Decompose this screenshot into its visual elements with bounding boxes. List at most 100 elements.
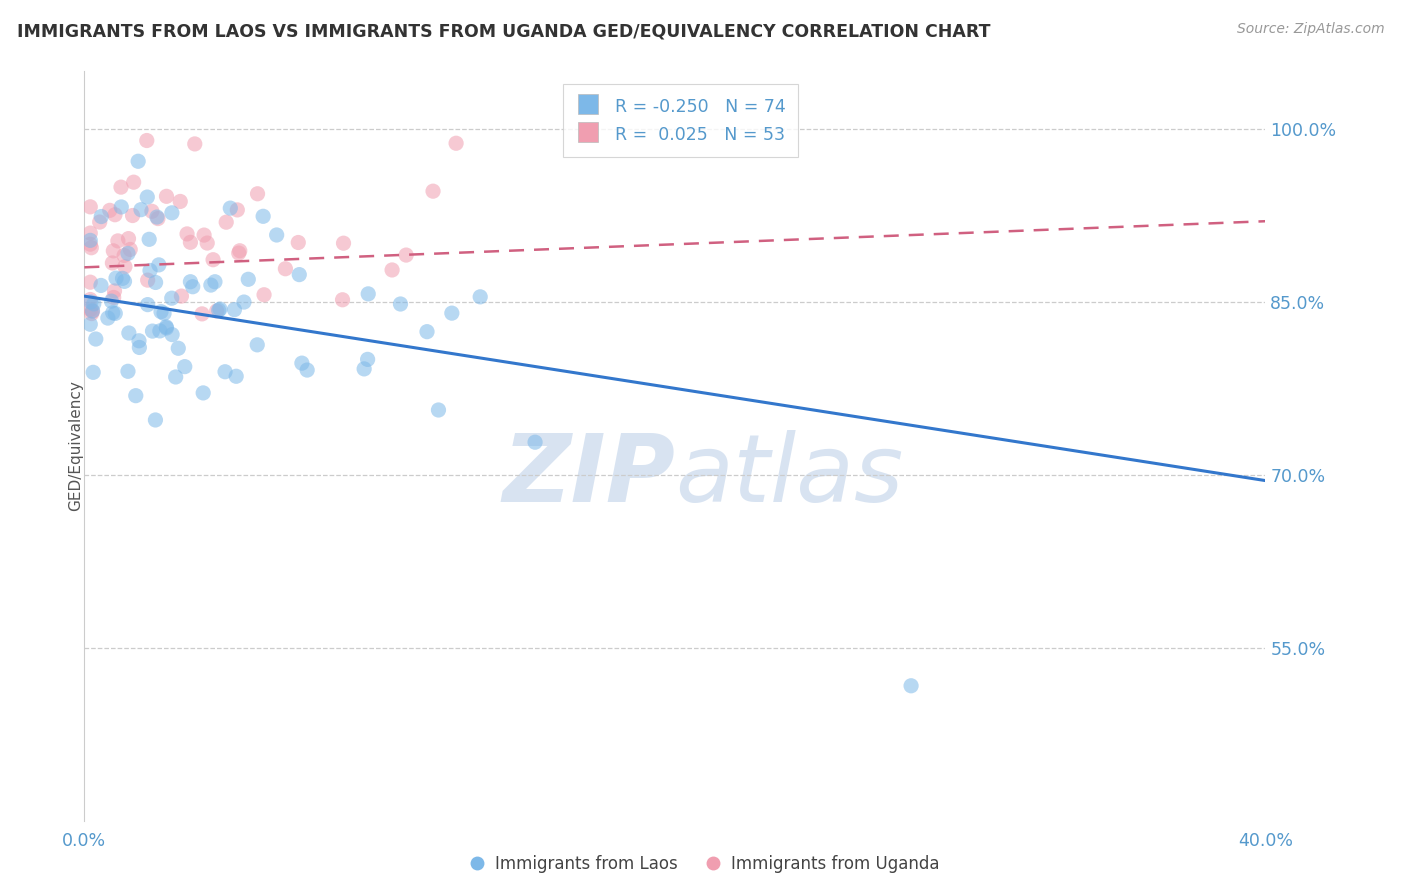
Point	[82, 304, 104, 318]
Point	[205, 304, 228, 318]
Point	[103, 244, 125, 258]
Point	[357, 286, 380, 301]
Point	[155, 319, 177, 334]
Point	[122, 175, 145, 189]
Point	[184, 136, 207, 151]
Point	[79, 293, 101, 307]
Point	[193, 228, 215, 243]
Point	[160, 206, 183, 220]
Point	[128, 341, 150, 355]
Point	[139, 263, 162, 277]
Point	[82, 304, 104, 318]
Point	[524, 435, 547, 450]
Point	[136, 298, 159, 312]
Point	[110, 200, 132, 214]
Point	[84, 332, 107, 346]
Point	[90, 278, 112, 293]
Point	[202, 252, 225, 267]
Point	[103, 284, 125, 298]
Point	[98, 203, 121, 218]
Point	[141, 204, 163, 219]
Point	[176, 227, 198, 241]
Point	[79, 237, 101, 252]
Point	[146, 210, 169, 224]
Point	[173, 359, 195, 374]
Point	[219, 201, 242, 215]
Point	[90, 210, 112, 224]
Point	[97, 311, 120, 326]
Point	[117, 364, 139, 378]
Point	[103, 290, 125, 304]
Legend: R = -0.250   N = 74, R =  0.025   N = 53: R = -0.250 N = 74, R = 0.025 N = 53	[564, 84, 799, 157]
Point	[195, 235, 218, 250]
Point	[138, 232, 160, 246]
Point	[253, 287, 276, 301]
Point	[395, 248, 418, 262]
Point	[155, 321, 177, 335]
Point	[135, 134, 157, 148]
Point	[101, 306, 124, 320]
Point	[80, 241, 103, 255]
Point	[224, 302, 246, 317]
Point	[121, 209, 143, 223]
Point	[79, 233, 101, 247]
Point	[89, 215, 111, 229]
Point	[125, 389, 148, 403]
Point	[181, 279, 204, 293]
Point	[238, 272, 260, 286]
Point	[215, 215, 238, 229]
Point	[146, 211, 169, 226]
Point	[233, 295, 256, 310]
Point	[422, 184, 444, 198]
Point	[229, 244, 252, 258]
Point	[356, 352, 378, 367]
Point	[104, 208, 127, 222]
Text: IMMIGRANTS FROM LAOS VS IMMIGRANTS FROM UGANDA GED/EQUIVALENCY CORRELATION CHART: IMMIGRANTS FROM LAOS VS IMMIGRANTS FROM …	[17, 22, 990, 40]
Point	[82, 365, 104, 379]
Point	[389, 297, 412, 311]
Point	[191, 307, 214, 321]
Point	[274, 261, 297, 276]
Text: Source: ZipAtlas.com: Source: ZipAtlas.com	[1237, 22, 1385, 37]
Point	[179, 235, 201, 250]
Point	[129, 202, 152, 217]
Point	[295, 363, 318, 377]
Point	[332, 236, 354, 251]
Point	[225, 369, 247, 384]
Point	[80, 307, 103, 321]
Point	[145, 276, 167, 290]
Point	[79, 200, 101, 214]
Point	[79, 302, 101, 317]
Point	[165, 370, 187, 384]
Point	[118, 326, 141, 340]
Point	[155, 189, 177, 203]
Point	[79, 226, 101, 240]
Point	[120, 243, 142, 257]
Text: ZIP: ZIP	[502, 430, 675, 522]
Point	[149, 324, 172, 338]
Point	[105, 271, 128, 285]
Point	[208, 301, 231, 316]
Point	[470, 290, 492, 304]
Point	[101, 256, 124, 270]
Point	[117, 246, 139, 260]
Point	[332, 293, 354, 307]
Point	[110, 180, 132, 194]
Point	[136, 273, 159, 287]
Point	[444, 136, 467, 151]
Point	[170, 289, 193, 303]
Point	[353, 362, 375, 376]
Point	[80, 295, 103, 310]
Y-axis label: GED/Equivalency: GED/Equivalency	[69, 381, 83, 511]
Point	[127, 154, 149, 169]
Point	[128, 334, 150, 348]
Point	[226, 202, 249, 217]
Point	[381, 263, 404, 277]
Legend: Immigrants from Laos, Immigrants from Uganda: Immigrants from Laos, Immigrants from Ug…	[460, 848, 946, 880]
Point	[145, 413, 167, 427]
Point	[114, 274, 136, 288]
Point	[252, 210, 274, 224]
Point	[208, 303, 231, 318]
Point	[228, 246, 250, 260]
Text: atlas: atlas	[675, 431, 903, 522]
